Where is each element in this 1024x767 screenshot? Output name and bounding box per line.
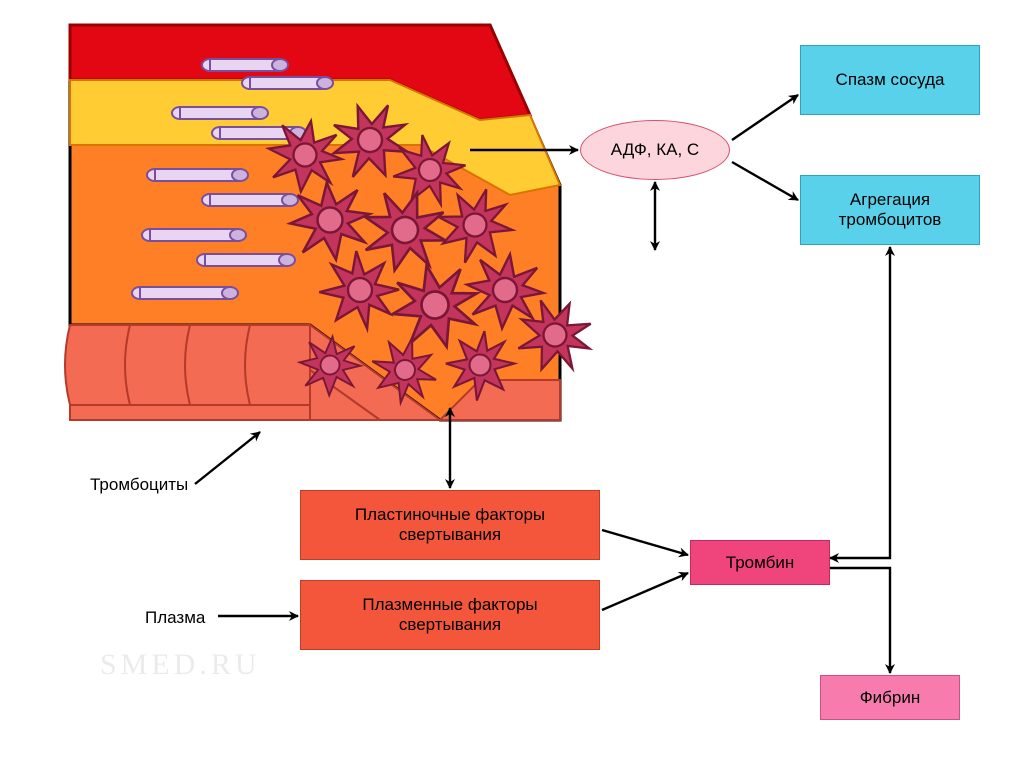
node-fibrin: Фибрин xyxy=(820,675,960,720)
node-thrombin-label: Тромбин xyxy=(726,553,794,573)
node-plasma-factors: Плазменные факторы свертывания xyxy=(300,580,600,650)
node-thrombin: Тромбин xyxy=(690,540,830,585)
node-fibrin-label: Фибрин xyxy=(860,688,921,708)
node-platelet-factors: Пластиночные факторы свертывания xyxy=(300,490,600,560)
watermark-text: SMED.RU xyxy=(100,648,261,682)
node-spasm-label: Спазм сосуда xyxy=(836,70,945,90)
node-spasm: Спазм сосуда xyxy=(800,45,980,115)
node-platelet-factors-label: Пластиночные факторы свертывания xyxy=(311,505,589,545)
node-aggregation-label: Агрегация тромбоцитов xyxy=(811,190,969,230)
node-plasma-factors-label: Плазменные факторы свертывания xyxy=(311,595,589,635)
node-aggregation: Агрегация тромбоцитов xyxy=(800,175,980,245)
label-plasma: Плазма xyxy=(145,608,205,628)
node-adp-label: АДФ, КА, С xyxy=(611,140,699,160)
label-thrombocytes: Тромбоциты xyxy=(90,475,188,495)
node-adp-oval: АДФ, КА, С xyxy=(580,120,730,180)
